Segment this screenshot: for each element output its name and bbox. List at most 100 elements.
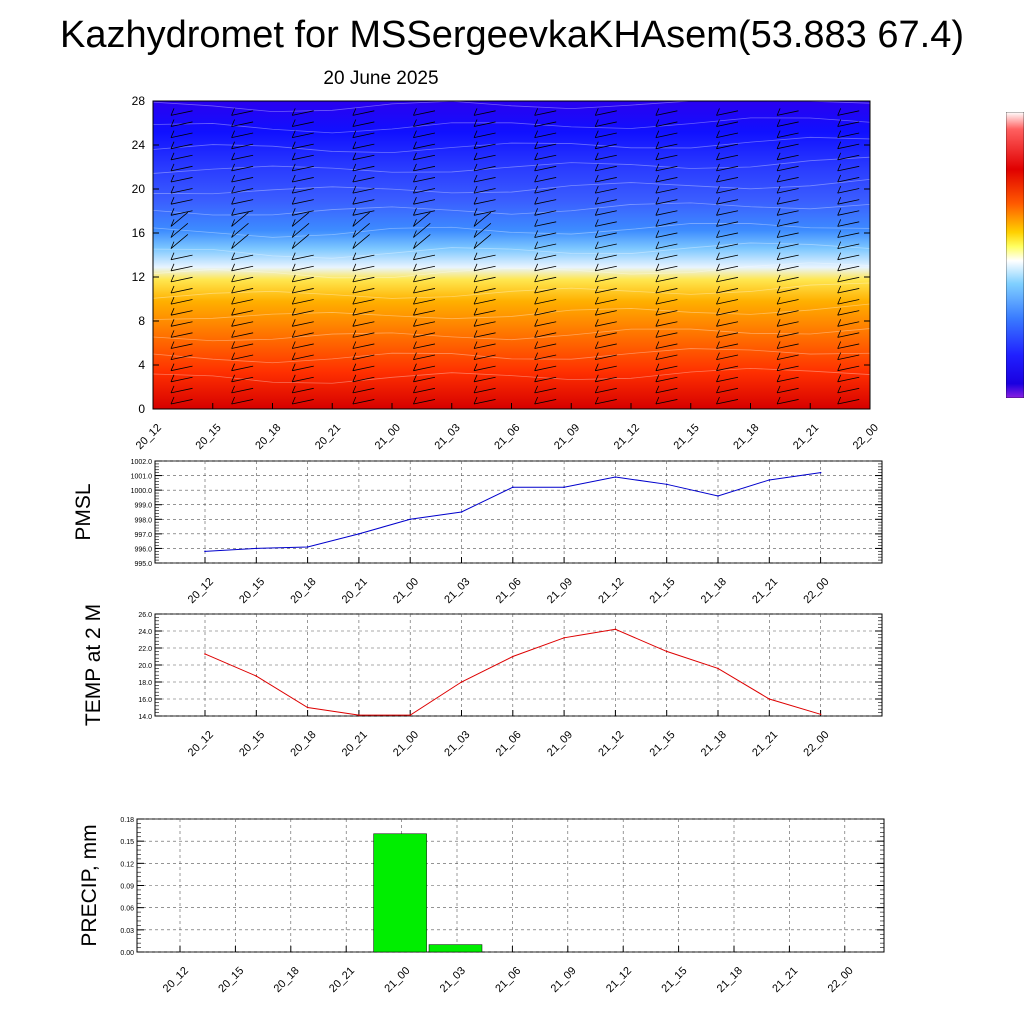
wind-barb (534, 387, 557, 394)
wind-barb-flag (594, 341, 599, 349)
wind-barb-flag (776, 330, 781, 338)
wind-barb (231, 343, 254, 349)
wind-barb-flag (231, 197, 235, 205)
wind-barb (595, 265, 617, 272)
x-tick-label: 21_15 (659, 965, 689, 995)
wind-barb (837, 321, 860, 327)
wind-barb-flag (231, 308, 235, 316)
wind-barb (170, 321, 193, 327)
y-tick-label: 999.0 (134, 503, 152, 510)
wind-barb (655, 343, 678, 349)
wind-barb-flag (413, 374, 417, 382)
wind-barb (534, 310, 557, 316)
wind-barb (837, 354, 860, 360)
wind-barb (292, 143, 314, 150)
wind-barb-flag (291, 352, 296, 360)
wind-barb-flag (594, 230, 599, 238)
x-tick-label: 20_21 (313, 422, 343, 452)
wind-barb-flag (534, 296, 539, 305)
wind-barb (413, 154, 436, 161)
wind-barb-flag (170, 363, 175, 371)
wind-barb-flag (837, 130, 842, 138)
wind-barb (352, 199, 375, 205)
wind-barb-flag (534, 241, 539, 249)
wind-barb (595, 165, 617, 172)
precip-bar (373, 833, 427, 953)
wind-barb (473, 223, 492, 238)
wind-barb (595, 143, 617, 150)
wind-barb (655, 399, 678, 405)
wind-barb-flag (231, 185, 235, 194)
wind-barb-flag (291, 108, 296, 116)
wind-barb-flag (594, 108, 599, 116)
wind-barb (170, 210, 193, 216)
wind-barb (655, 265, 678, 272)
x-tick-label: 21_03 (442, 576, 472, 606)
wind-barb-flag (291, 197, 296, 205)
wind-barb-flag (413, 308, 417, 316)
wind-barb-flag (352, 219, 357, 227)
wind-barb-flag (231, 130, 235, 138)
x-tick-label: 21_18 (715, 965, 745, 995)
wind-barb-flag (473, 219, 478, 227)
x-tick-label: 21_06 (492, 422, 522, 452)
wind-barb (655, 154, 678, 161)
wind-barb (716, 387, 739, 394)
wind-barb-flag (655, 285, 660, 294)
wind-barb-flag (170, 174, 175, 183)
x-tick-label: 21_15 (648, 729, 678, 759)
wind-barb-flag (231, 219, 235, 227)
wind-barb (777, 254, 799, 261)
wind-barb-flag (776, 163, 781, 172)
wind-barb-flag (655, 119, 660, 127)
y-axis-label: PRECIP, mm (78, 824, 101, 946)
wind-barb (292, 265, 314, 272)
wind-barb-flag (291, 130, 296, 138)
wind-barb-flag (594, 330, 599, 338)
wind-barb (170, 399, 193, 405)
wind-barb (352, 234, 370, 249)
wind-barb-flag (231, 352, 235, 360)
wind-barb (777, 143, 799, 150)
wind-barb (716, 399, 739, 405)
x-tick-label: 22_00 (801, 576, 831, 606)
wind-barb-flag (413, 119, 417, 127)
wind-barb (716, 343, 739, 349)
wind-barb (352, 265, 375, 272)
wind-barb (534, 221, 557, 227)
wind-barb-flag (594, 152, 599, 160)
wind-barb-flag (837, 396, 842, 405)
wind-barb (837, 188, 860, 194)
wind-barb-flag (413, 319, 417, 327)
x-tick-label: 21_12 (612, 422, 642, 452)
wind-barb (170, 154, 193, 161)
wind-barb-flag (594, 385, 599, 394)
wind-barb-flag (716, 341, 720, 349)
wind-barb-flag (716, 119, 720, 127)
wind-barb (352, 121, 375, 127)
wind-barb-flag (655, 308, 660, 316)
x-tick-label: 20_15 (216, 965, 246, 995)
y-tick-label: 998.0 (134, 517, 152, 524)
wind-barb (595, 299, 617, 305)
wind-barb-flag (170, 219, 175, 227)
wind-barb (534, 110, 557, 116)
wind-barb (413, 211, 431, 227)
wind-barb (473, 177, 496, 183)
wind-barb (231, 121, 254, 127)
wind-barb (655, 165, 678, 172)
wind-barb (837, 132, 860, 138)
wind-barb (655, 199, 678, 205)
wind-barb-flag (473, 163, 478, 172)
wind-barb-flag (837, 285, 842, 294)
wind-barb-flag (170, 330, 175, 338)
x-tick-label: 20_18 (288, 576, 318, 606)
wind-barb-flag (473, 141, 478, 149)
wind-barb (352, 110, 375, 116)
wind-barb (473, 234, 492, 249)
data-point (358, 714, 360, 716)
wind-barb (534, 210, 557, 216)
wind-barb (473, 254, 496, 261)
wind-barb (777, 354, 799, 360)
wind-barb-flag (413, 185, 417, 194)
